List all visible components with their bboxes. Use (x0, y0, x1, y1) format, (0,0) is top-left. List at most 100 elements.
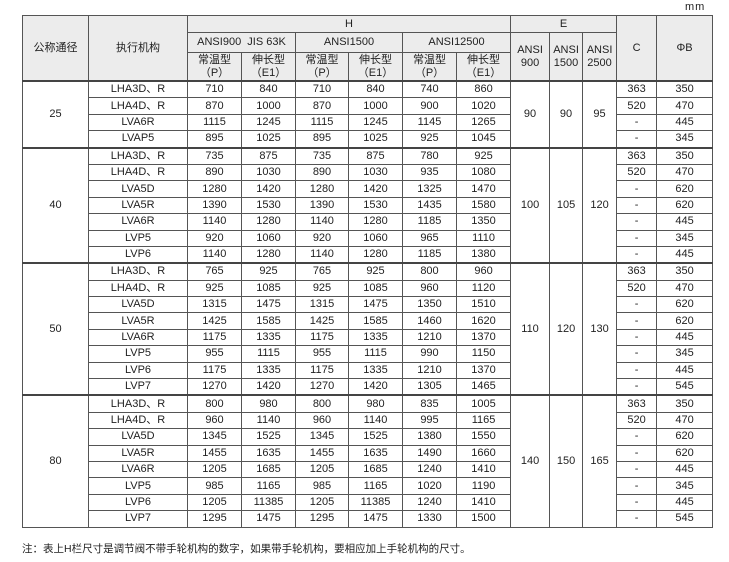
h-ansi900-e1-cell: 1420 (241, 180, 296, 198)
h-ansi12500-e1-cell: 960 (455, 262, 512, 281)
h-ansi900-e1-cell: 1025 (241, 130, 296, 149)
b-cell: 445 (656, 493, 714, 512)
h-ansi12500-e1-cell: 1500 (455, 510, 512, 528)
table-row: LVP6 1175 1335 1175 1335 1210 1370-445 (23, 361, 714, 380)
actuator-cell: LVAP5 (88, 130, 188, 149)
actuator-cell: LVA6R (88, 113, 188, 132)
h-ansi900-p-cell: 870 (187, 97, 242, 115)
h-ansi1500-e1-cell: 1115 (348, 345, 403, 363)
h-ansi12500-p-cell: 1145 (402, 113, 457, 132)
c-cell: - (616, 229, 658, 247)
h-ansi900-p-cell: 765 (187, 262, 242, 281)
table-row: LVA5D 1315 1475 1315 1475 1350 1510-620 (23, 296, 714, 314)
h-ansi900-p-cell: 1140 (187, 213, 242, 231)
dimension-table: 公称通径 执行机构 H E C ΦB ANSI900 JIS 63K ANSI1… (22, 15, 714, 528)
h-ansi900-e1-cell: 1475 (241, 510, 296, 528)
h-ansi1500-e1-cell: 1025 (348, 130, 403, 149)
nominal-size-cell: 80 (22, 394, 89, 528)
table-row: LVA5R 1455 1635 1455 1635 1490 1660-620 (23, 444, 714, 462)
h-ansi12500-p-cell: 835 (402, 394, 457, 413)
e-ansi2500-cell: 95 (582, 80, 618, 149)
e-ansi900-cell: 110 (510, 262, 551, 396)
c-cell: 520 (616, 163, 658, 182)
h-ansi12500-e1-cell: 1660 (455, 444, 512, 462)
h-ansi12500-p-cell: 1185 (402, 213, 457, 231)
c-cell: - (616, 444, 658, 462)
h-ansi1500-p-cell: 925 (295, 279, 349, 298)
h-ansi900-e1-cell: 1280 (241, 245, 296, 264)
b-cell: 470 (656, 97, 714, 115)
h-ansi12500-e1-cell: 1410 (455, 460, 512, 479)
header-b: ΦB (656, 15, 714, 82)
c-cell: - (616, 196, 658, 215)
h-ansi900-p-cell: 710 (187, 80, 242, 99)
h-ansi900-e1-cell: 1525 (241, 428, 296, 446)
e-ansi900-cell: 90 (510, 80, 551, 149)
c-cell: 363 (616, 394, 658, 413)
h-ansi12500-e1-cell: 860 (455, 80, 512, 99)
h-ansi12500-p-cell: 1210 (402, 328, 457, 347)
h-ansi900-p-cell: 1345 (187, 428, 242, 446)
actuator-cell: LVA5D (88, 428, 188, 446)
c-cell: 520 (616, 411, 658, 430)
c-cell: 520 (616, 279, 658, 298)
h-ansi1500-p-cell: 1455 (295, 444, 349, 462)
h-ansi1500-e1-cell: 1140 (348, 411, 403, 430)
c-cell: - (616, 328, 658, 347)
actuator-cell: LVP6 (88, 361, 188, 380)
c-cell: - (616, 296, 658, 314)
h-ansi12500-p-cell: 1240 (402, 460, 457, 479)
h-ansi1500-p-cell: 1345 (295, 428, 349, 446)
h-ansi12500-p-cell: 925 (402, 130, 457, 149)
h-ansi900-e1-cell: 1280 (241, 213, 296, 231)
h-ansi900-p-cell: 1205 (187, 493, 242, 512)
table-body: 25 LHA3D、R 710 840 710 840 740 860 90 90 95 363 350 L… (22, 80, 714, 528)
b-cell: 620 (656, 444, 714, 462)
b-cell: 350 (656, 394, 714, 413)
h-ansi1500-p-cell: 1140 (295, 213, 349, 231)
h-ansi1500-e1-cell: 1280 (348, 245, 403, 264)
h-ansi900-e1-cell: 875 (241, 146, 296, 165)
h-ansi12500-e1-cell: 1190 (455, 477, 512, 495)
actuator-cell: LHA3D、R (88, 394, 188, 413)
h-ansi12500-e1-cell: 1020 (455, 97, 512, 115)
h-ansi1500-p-cell: 1280 (295, 180, 349, 198)
h-ansi900-p-cell: 1140 (187, 245, 242, 264)
h-ansi12500-p-cell: 780 (402, 146, 457, 165)
h-ansi900-p-cell: 1390 (187, 196, 242, 215)
h-ansi900-p-cell: 925 (187, 279, 242, 298)
c-cell: - (616, 510, 658, 528)
h-ansi1500-e1-cell: 1280 (348, 213, 403, 231)
h-ansi12500-p-cell: 1240 (402, 493, 457, 512)
h-ansi900-p-cell: 1175 (187, 328, 242, 347)
h-ansi1500-e1-cell: 875 (348, 146, 403, 165)
h-ansi1500-p-cell: 895 (295, 130, 349, 149)
c-cell: - (616, 428, 658, 446)
footnote: 注：表上H栏尺寸是调节阀不带手轮机构的数字，如果带手轮机构，要相应加上手轮机构的… (22, 543, 471, 555)
h-ansi12500-e1-cell: 1265 (455, 113, 512, 132)
h-ansi1500-p-cell: 1205 (295, 493, 349, 512)
b-cell: 470 (656, 163, 714, 182)
h-ansi900-e1-cell: 1000 (241, 97, 296, 115)
h-ansi12500-e1-cell: 1380 (455, 245, 512, 264)
c-cell: - (616, 245, 658, 264)
h-ansi900-p-cell: 1315 (187, 296, 242, 314)
h-ansi1500-p-cell: 1425 (295, 312, 349, 330)
h-ansi12500-e1-cell: 1005 (455, 394, 512, 413)
header-e-ansi1500: ANSI 1500 (549, 32, 584, 82)
h-ansi12500-e1-cell: 1465 (455, 378, 512, 396)
h-ansi900-p-cell: 1270 (187, 378, 242, 396)
b-cell: 545 (656, 378, 714, 396)
h-ansi12500-e1-cell: 1045 (455, 130, 512, 149)
h-ansi12500-p-cell: 800 (402, 262, 457, 281)
h-ansi1500-e1-cell: 1475 (348, 510, 403, 528)
h-ansi900-e1-cell: 1585 (241, 312, 296, 330)
actuator-cell: LVA5R (88, 196, 188, 215)
h-ansi12500-p-cell: 1380 (402, 428, 457, 446)
header-c: C (616, 15, 658, 82)
h-ansi1500-p-cell: 1270 (295, 378, 349, 396)
actuator-cell: LVA5D (88, 296, 188, 314)
h-ansi1500-p-cell: 1115 (295, 113, 349, 132)
table-row: LHA4D、R 870 1000 870 1000 900 1020 520 470 (23, 97, 714, 115)
h-ansi12500-e1-cell: 1350 (455, 213, 512, 231)
